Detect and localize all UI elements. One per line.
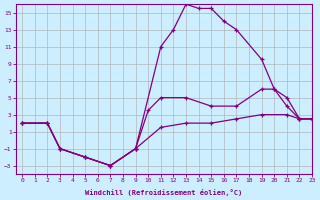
X-axis label: Windchill (Refroidissement éolien,°C): Windchill (Refroidissement éolien,°C) [85,189,243,196]
